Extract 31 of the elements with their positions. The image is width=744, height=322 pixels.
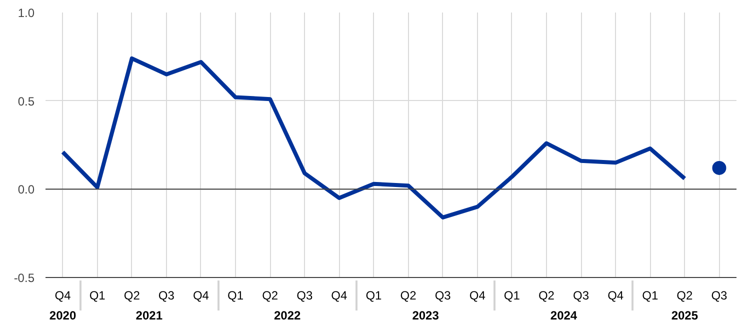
x-tick-label: Q4 xyxy=(54,288,72,302)
x-tick-label: Q2 xyxy=(124,288,140,302)
text: 2020 xyxy=(49,308,76,322)
x-tick-label: Q1 xyxy=(89,288,106,302)
x-tick-label: Q4 xyxy=(192,288,210,302)
x-tick-label: Q1 xyxy=(504,288,520,302)
x-tick-label: Q4 xyxy=(469,288,486,302)
x-tick-label: Q4 xyxy=(331,288,348,302)
y-tick-label: 0.0 xyxy=(18,182,35,197)
x-tick-label: Q3 xyxy=(711,288,728,302)
x-tick-label: Q1 xyxy=(642,288,658,302)
text: 2024 xyxy=(550,308,578,322)
x-tick-label: Q3 xyxy=(434,288,452,302)
text: 2021 xyxy=(136,308,163,322)
x-tick-label: Q3 xyxy=(158,288,175,302)
line-series xyxy=(60,56,687,220)
x-tick-label: Q2 xyxy=(676,288,694,302)
y-tick-label: 1.0 xyxy=(18,6,35,20)
x-tick-label: Q2 xyxy=(538,288,555,302)
x-tick-label: Q2 xyxy=(400,288,417,302)
text: 2025 xyxy=(671,308,698,322)
x-tick-label: Q1 xyxy=(228,288,244,302)
y-tick-label: 0.5 xyxy=(18,94,35,108)
text: 2022 xyxy=(274,308,302,322)
y-tick-label: -0.5 xyxy=(14,271,35,285)
x-tick-label: Q2 xyxy=(262,288,278,302)
x-tick-label: Q1 xyxy=(366,288,382,302)
text: 2023 xyxy=(412,308,440,322)
x-tick-label: Q3 xyxy=(573,288,590,302)
x-tick-label: Q3 xyxy=(296,288,313,302)
x-tick-label: Q4 xyxy=(608,288,624,302)
